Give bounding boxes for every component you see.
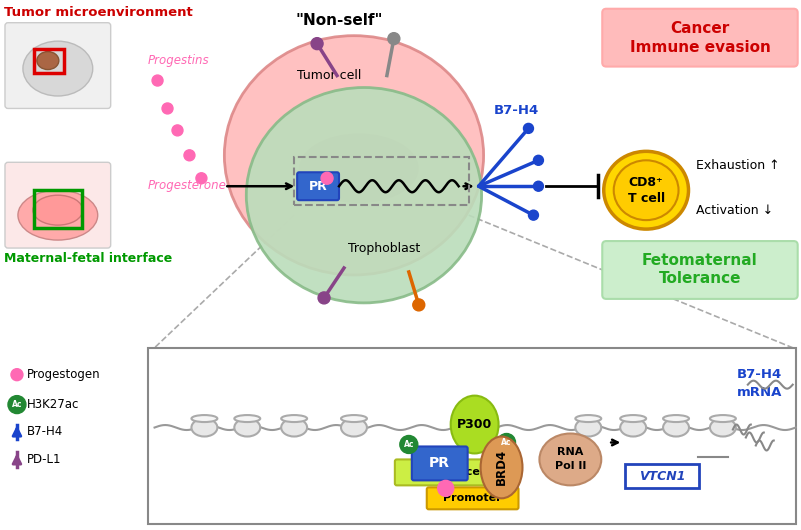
Text: Pol II: Pol II: [554, 462, 586, 471]
Text: Enhancer: Enhancer: [428, 467, 486, 478]
Circle shape: [437, 480, 453, 496]
Ellipse shape: [663, 415, 689, 422]
Text: mRNA: mRNA: [737, 386, 783, 399]
FancyBboxPatch shape: [427, 488, 518, 509]
FancyBboxPatch shape: [5, 162, 111, 248]
Ellipse shape: [37, 51, 58, 69]
Text: Ac: Ac: [12, 400, 22, 409]
Text: VTCN1: VTCN1: [639, 470, 686, 483]
Circle shape: [184, 150, 195, 161]
Text: Tolerance: Tolerance: [658, 271, 741, 286]
Text: P300: P300: [457, 418, 493, 431]
Ellipse shape: [620, 419, 646, 437]
FancyBboxPatch shape: [626, 464, 699, 488]
Text: Tumor microenvironment: Tumor microenvironment: [4, 6, 193, 19]
Text: Progestins: Progestins: [147, 54, 209, 67]
Text: Ac: Ac: [404, 440, 414, 449]
Circle shape: [321, 172, 333, 184]
Text: Promoter: Promoter: [443, 493, 502, 503]
Text: Ac: Ac: [501, 438, 512, 447]
Text: Trophoblast: Trophoblast: [348, 242, 420, 254]
Ellipse shape: [341, 419, 367, 437]
Circle shape: [529, 210, 538, 220]
Ellipse shape: [620, 415, 646, 422]
Text: PD-L1: PD-L1: [27, 453, 62, 466]
FancyBboxPatch shape: [147, 348, 795, 524]
FancyBboxPatch shape: [297, 172, 339, 200]
Text: "Non-self": "Non-self": [296, 13, 383, 28]
Text: B7-H4: B7-H4: [737, 368, 783, 381]
Text: Maternal-fetal interface: Maternal-fetal interface: [4, 252, 172, 265]
Circle shape: [172, 125, 183, 136]
FancyBboxPatch shape: [412, 446, 468, 480]
Circle shape: [533, 155, 543, 165]
Ellipse shape: [575, 415, 602, 422]
Text: Activation ↓: Activation ↓: [696, 204, 773, 217]
Text: Tumor cell: Tumor cell: [297, 69, 361, 82]
Ellipse shape: [663, 419, 689, 437]
Ellipse shape: [710, 415, 736, 422]
Ellipse shape: [281, 415, 307, 422]
FancyBboxPatch shape: [5, 23, 111, 109]
Text: CD8⁺: CD8⁺: [629, 176, 663, 189]
Ellipse shape: [235, 415, 260, 422]
Text: Progestogen: Progestogen: [27, 368, 101, 381]
FancyBboxPatch shape: [602, 241, 798, 299]
Text: PR: PR: [308, 180, 328, 193]
Ellipse shape: [710, 419, 736, 437]
Circle shape: [11, 369, 23, 381]
Text: PR: PR: [429, 456, 450, 471]
Ellipse shape: [191, 415, 217, 422]
Circle shape: [152, 75, 163, 86]
Text: T cell: T cell: [627, 192, 665, 205]
Circle shape: [8, 395, 26, 413]
Circle shape: [318, 292, 330, 304]
Text: B7-H4: B7-H4: [493, 104, 539, 117]
Text: Progesterone: Progesterone: [147, 179, 227, 192]
Ellipse shape: [235, 419, 260, 437]
Text: Fetomaternal: Fetomaternal: [642, 252, 758, 268]
Circle shape: [497, 434, 516, 452]
Ellipse shape: [481, 437, 522, 498]
Ellipse shape: [23, 41, 93, 96]
Ellipse shape: [539, 434, 602, 485]
Ellipse shape: [299, 134, 419, 203]
Text: B7-H4: B7-H4: [27, 425, 63, 438]
Circle shape: [162, 103, 173, 114]
Ellipse shape: [281, 419, 307, 437]
Ellipse shape: [33, 195, 83, 225]
Circle shape: [388, 33, 400, 45]
Text: H3K27ac: H3K27ac: [27, 398, 79, 411]
Ellipse shape: [341, 415, 367, 422]
FancyBboxPatch shape: [602, 8, 798, 67]
Ellipse shape: [575, 419, 602, 437]
Circle shape: [311, 38, 323, 50]
Circle shape: [196, 173, 207, 184]
Text: Exhaustion ↑: Exhaustion ↑: [696, 159, 779, 172]
Circle shape: [400, 436, 418, 454]
Circle shape: [413, 299, 425, 311]
Text: RNA: RNA: [557, 447, 584, 457]
Text: Cancer: Cancer: [670, 21, 730, 36]
Text: BRD4: BRD4: [495, 449, 508, 485]
Ellipse shape: [451, 395, 498, 454]
Ellipse shape: [191, 419, 217, 437]
FancyBboxPatch shape: [395, 460, 518, 485]
Ellipse shape: [246, 87, 481, 303]
Circle shape: [524, 123, 533, 134]
Ellipse shape: [604, 152, 689, 229]
Ellipse shape: [18, 190, 98, 240]
Circle shape: [533, 181, 543, 191]
Ellipse shape: [224, 36, 484, 275]
Ellipse shape: [614, 160, 678, 220]
Text: Immune evasion: Immune evasion: [630, 40, 771, 55]
